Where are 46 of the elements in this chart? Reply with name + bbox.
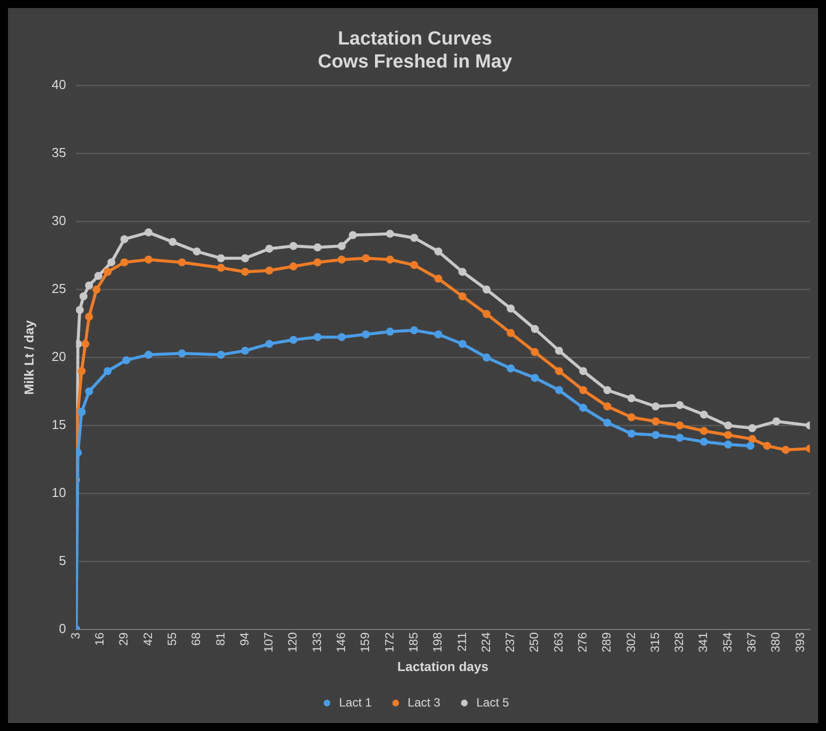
x-tick-label: 172 [382,632,396,652]
x-tick-label: 146 [334,632,348,652]
x-tick-label: 120 [286,632,300,652]
x-tick-label: 393 [792,632,807,652]
x-tick-label: 159 [358,632,372,652]
x-tick-label: 198 [430,632,445,652]
x-tick-label: 263 [551,632,566,652]
x-tick-label: 302 [624,632,638,652]
legend-label: Lact 1 [338,695,372,710]
x-tick-label: 380 [768,632,783,652]
x-axis-title: Lactation days [397,658,488,674]
x-tick-label: 289 [600,632,614,652]
x-tick-label: 367 [744,632,759,652]
x-tick-label: 16 [92,632,107,646]
y-tick-label: 5 [58,552,66,568]
x-tick-label: 211 [454,632,469,652]
y-tick-label: 30 [52,213,66,228]
x-tick-label: 42 [140,632,155,646]
y-tick-label: 10 [52,485,66,500]
x-tick-label: 68 [189,632,204,646]
x-tick-label: 133 [310,632,324,652]
y-tick-label: 35 [52,145,66,160]
x-tick-label: 250 [527,632,542,652]
x-tick-label: 81 [213,632,228,646]
x-tick-label: 276 [575,632,590,652]
x-tick-label: 354 [720,632,734,652]
x-tick-label: 94 [237,632,252,646]
chart-title: Lactation Curves Cows Freshed in May [318,28,513,72]
y-tick-label: 0 [58,620,66,636]
legend-label: Lact 5 [476,695,510,710]
x-tick-label: 185 [406,632,420,652]
x-tick-label: 55 [164,632,179,646]
x-tick-label: 328 [672,632,686,652]
x-tick-label: 3 [68,632,82,640]
y-axis-title: Milk Lt / day [21,320,36,395]
y-tick-label: 15 [52,417,66,432]
x-tick-label: 224 [478,632,493,652]
x-tick-label: 341 [696,632,710,652]
x-tick-label: 237 [503,632,518,652]
x-tick-label: 315 [648,632,662,652]
x-tick-label: 29 [116,632,131,646]
y-tick-label: 20 [52,349,66,364]
y-tick-label: 25 [52,281,66,296]
legend-label: Lact 3 [408,695,441,710]
y-tick-label: 40 [52,77,66,92]
x-tick-label: 107 [262,632,276,652]
